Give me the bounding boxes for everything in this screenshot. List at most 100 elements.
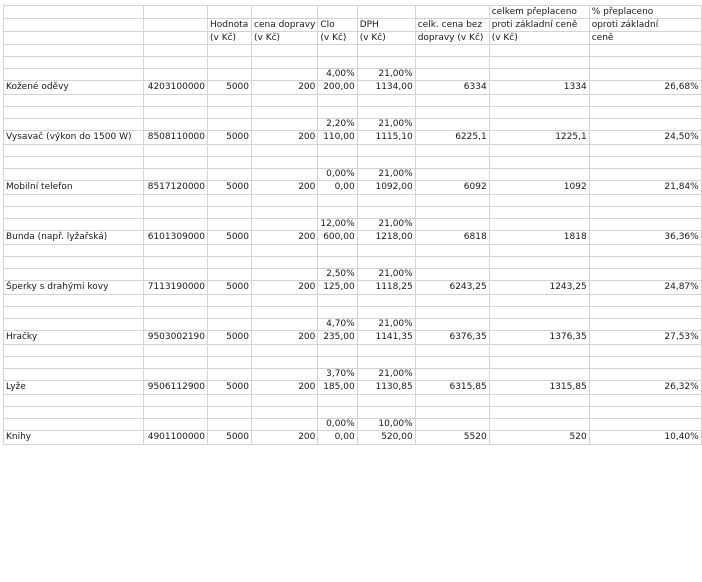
empty-cell[interactable] bbox=[143, 244, 208, 257]
empty-cell[interactable] bbox=[414, 68, 490, 81]
empty-cell[interactable] bbox=[414, 306, 490, 319]
empty-cell[interactable] bbox=[488, 168, 590, 181]
header-preplaceno-1[interactable]: celkem přeplaceno bbox=[488, 5, 590, 19]
empty-cell[interactable] bbox=[250, 406, 319, 419]
item-total-cell[interactable]: 6315,85 bbox=[414, 380, 490, 395]
empty-cell[interactable] bbox=[356, 56, 416, 69]
empty-cell[interactable] bbox=[588, 118, 702, 131]
empty-cell[interactable] bbox=[207, 406, 252, 419]
item-total-cell[interactable]: 6376,35 bbox=[414, 330, 490, 345]
item-shipping-cell[interactable]: 200 bbox=[250, 330, 319, 345]
vat-rate-cell[interactable]: 10,00% bbox=[356, 418, 416, 431]
empty-cell[interactable] bbox=[414, 244, 490, 257]
empty-cell[interactable] bbox=[250, 168, 319, 181]
empty-cell[interactable] bbox=[317, 144, 358, 157]
item-duty-cell[interactable]: 185,00 bbox=[317, 380, 358, 395]
empty-cell[interactable] bbox=[143, 344, 208, 357]
item-value-cell[interactable]: 5000 bbox=[207, 430, 252, 445]
empty-cell[interactable] bbox=[317, 194, 358, 207]
empty-cell[interactable] bbox=[207, 118, 252, 131]
empty-cell[interactable] bbox=[207, 156, 252, 169]
vat-rate-cell[interactable]: 21,00% bbox=[356, 118, 416, 131]
empty-cell[interactable] bbox=[250, 194, 319, 207]
header-cell[interactable] bbox=[143, 5, 208, 19]
empty-cell[interactable] bbox=[207, 306, 252, 319]
empty-cell[interactable] bbox=[250, 218, 319, 231]
empty-cell[interactable] bbox=[250, 306, 319, 319]
empty-cell[interactable] bbox=[356, 256, 416, 269]
empty-cell[interactable] bbox=[143, 206, 208, 219]
empty-cell[interactable] bbox=[3, 56, 144, 69]
header-procenta-2[interactable]: oproti základní bbox=[588, 18, 702, 32]
item-duty-cell[interactable]: 125,00 bbox=[317, 280, 358, 295]
empty-cell[interactable] bbox=[250, 44, 319, 57]
empty-cell[interactable] bbox=[588, 168, 702, 181]
item-name-cell[interactable]: Knihy bbox=[3, 430, 144, 445]
item-duty-cell[interactable]: 0,00 bbox=[317, 180, 358, 195]
item-code-cell[interactable]: 8517120000 bbox=[143, 180, 208, 195]
item-vat-cell[interactable]: 1141,35 bbox=[356, 330, 416, 345]
empty-cell[interactable] bbox=[588, 368, 702, 381]
empty-cell[interactable] bbox=[250, 368, 319, 381]
empty-cell[interactable] bbox=[317, 394, 358, 407]
empty-cell[interactable] bbox=[3, 118, 144, 131]
empty-cell[interactable] bbox=[588, 144, 702, 157]
empty-cell[interactable] bbox=[488, 418, 590, 431]
item-value-cell[interactable]: 5000 bbox=[207, 130, 252, 145]
empty-cell[interactable] bbox=[488, 68, 590, 81]
empty-cell[interactable] bbox=[3, 144, 144, 157]
empty-cell[interactable] bbox=[588, 294, 702, 307]
item-vat-cell[interactable]: 520,00 bbox=[356, 430, 416, 445]
empty-cell[interactable] bbox=[356, 44, 416, 57]
header-procenta-1[interactable]: % přeplaceno bbox=[588, 5, 702, 19]
item-shipping-cell[interactable]: 200 bbox=[250, 180, 319, 195]
empty-cell[interactable] bbox=[588, 94, 702, 107]
empty-cell[interactable] bbox=[414, 368, 490, 381]
empty-cell[interactable] bbox=[488, 244, 590, 257]
empty-cell[interactable] bbox=[588, 356, 702, 369]
item-value-cell[interactable]: 5000 bbox=[207, 180, 252, 195]
empty-cell[interactable] bbox=[356, 106, 416, 119]
item-percent-cell[interactable]: 10,40% bbox=[588, 430, 702, 445]
duty-rate-cell[interactable]: 0,00% bbox=[317, 418, 358, 431]
empty-cell[interactable] bbox=[207, 68, 252, 81]
empty-cell[interactable] bbox=[414, 318, 490, 331]
empty-cell[interactable] bbox=[356, 394, 416, 407]
empty-cell[interactable] bbox=[317, 294, 358, 307]
item-total-cell[interactable]: 6818 bbox=[414, 230, 490, 245]
header-celk-2[interactable]: dopravy (v Kč) bbox=[414, 31, 490, 45]
empty-cell[interactable] bbox=[143, 368, 208, 381]
empty-cell[interactable] bbox=[143, 56, 208, 69]
empty-cell[interactable] bbox=[488, 406, 590, 419]
empty-cell[interactable] bbox=[3, 68, 144, 81]
empty-cell[interactable] bbox=[3, 394, 144, 407]
empty-cell[interactable] bbox=[588, 406, 702, 419]
empty-cell[interactable] bbox=[250, 268, 319, 281]
header-hodnota-1[interactable]: Hodnota bbox=[207, 18, 252, 32]
empty-cell[interactable] bbox=[143, 94, 208, 107]
header-doprava-1[interactable]: cena dopravy bbox=[250, 18, 319, 32]
duty-rate-cell[interactable]: 2,20% bbox=[317, 118, 358, 131]
empty-cell[interactable] bbox=[588, 318, 702, 331]
item-percent-cell[interactable]: 36,36% bbox=[588, 230, 702, 245]
item-shipping-cell[interactable]: 200 bbox=[250, 280, 319, 295]
empty-cell[interactable] bbox=[3, 218, 144, 231]
header-hodnota-2[interactable]: (v Kč) bbox=[207, 31, 252, 45]
empty-cell[interactable] bbox=[143, 306, 208, 319]
empty-cell[interactable] bbox=[414, 294, 490, 307]
empty-cell[interactable] bbox=[317, 244, 358, 257]
item-total-cell[interactable]: 6334 bbox=[414, 80, 490, 95]
item-percent-cell[interactable]: 24,87% bbox=[588, 280, 702, 295]
empty-cell[interactable] bbox=[250, 94, 319, 107]
header-clo-1[interactable]: Clo bbox=[317, 18, 358, 32]
empty-cell[interactable] bbox=[488, 44, 590, 57]
empty-cell[interactable] bbox=[488, 344, 590, 357]
empty-cell[interactable] bbox=[588, 194, 702, 207]
empty-cell[interactable] bbox=[356, 206, 416, 219]
empty-cell[interactable] bbox=[356, 356, 416, 369]
header-preplaceno-2[interactable]: proti základní ceně bbox=[488, 18, 590, 32]
header-cell[interactable] bbox=[356, 5, 416, 19]
item-overpaid-cell[interactable]: 1225,1 bbox=[488, 130, 590, 145]
empty-cell[interactable] bbox=[356, 156, 416, 169]
empty-cell[interactable] bbox=[356, 306, 416, 319]
